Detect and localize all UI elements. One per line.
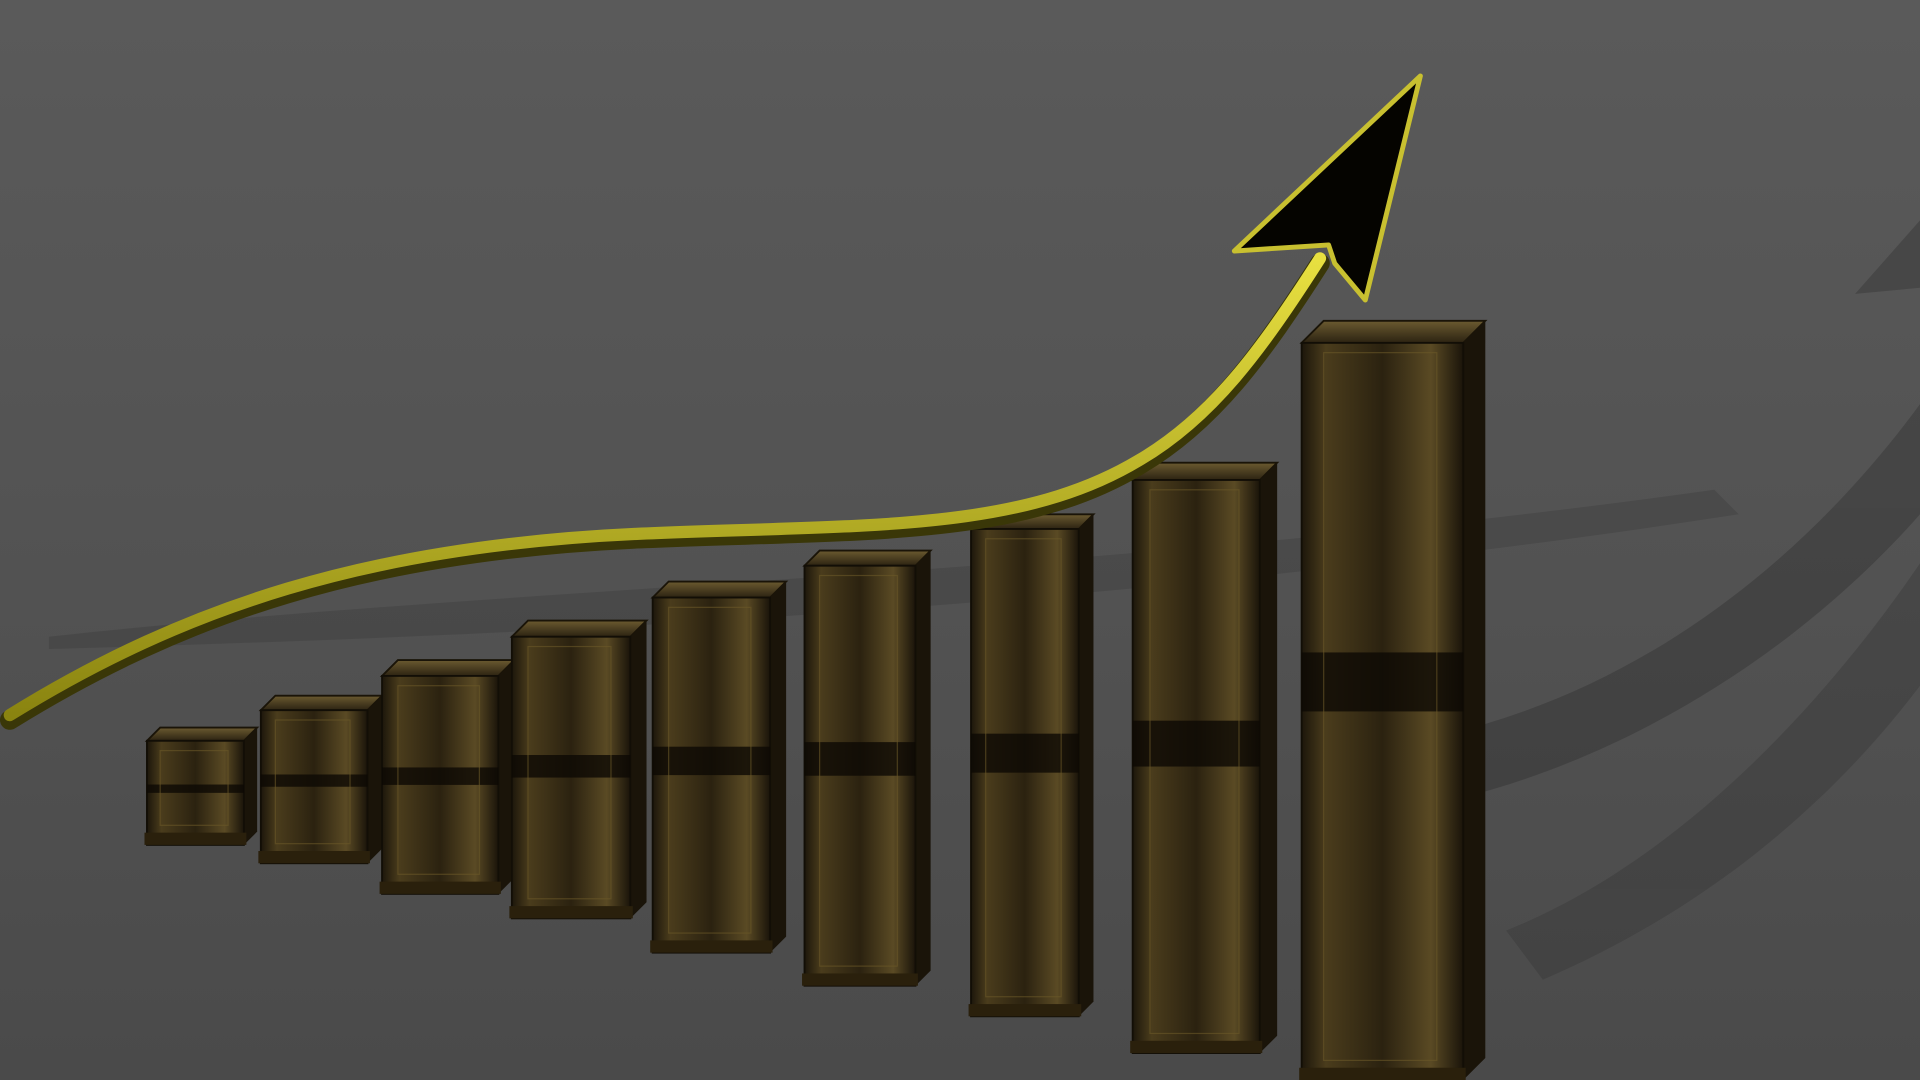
bar-inner — [985, 538, 1062, 998]
bar-base — [1299, 1067, 1466, 1080]
bar-band — [511, 755, 631, 778]
bar-side — [915, 550, 931, 986]
bar-band — [1301, 652, 1464, 712]
bar-inner — [397, 685, 480, 875]
bar-inner — [274, 719, 351, 845]
bar-base — [379, 881, 501, 894]
bar-top — [1299, 319, 1488, 344]
bar-band — [260, 774, 368, 787]
bar-inner — [1323, 352, 1438, 1062]
bar-side — [770, 581, 787, 953]
bar-base — [509, 906, 633, 919]
bar-top — [258, 694, 385, 712]
bar-base — [258, 851, 370, 864]
bar-band — [971, 733, 1079, 773]
shadows — [48, 220, 1920, 980]
bar-base — [144, 832, 247, 845]
bar-side — [630, 620, 647, 919]
bar-top — [509, 619, 649, 638]
arrow — [0, 73, 1423, 730]
bar-side — [1078, 514, 1094, 1017]
bar-front — [259, 709, 369, 865]
bar-inner — [159, 750, 229, 826]
bar-side — [1463, 320, 1486, 1080]
bar-base — [650, 940, 773, 953]
bar-inner — [1149, 489, 1240, 1035]
arrow-head — [1231, 73, 1423, 303]
bar-band — [382, 767, 499, 785]
bar-band — [652, 746, 771, 776]
bars — [144, 319, 1488, 1080]
bar-base — [802, 973, 918, 986]
bar-base — [1130, 1040, 1263, 1054]
bar-inner — [819, 574, 898, 967]
bar-side — [243, 727, 258, 845]
bar-band — [146, 784, 244, 793]
bar-side — [498, 660, 515, 894]
bar-top — [650, 580, 789, 599]
arrow-shaft — [3, 252, 1327, 722]
bar-top — [802, 549, 933, 567]
bar-top — [144, 726, 260, 742]
bar-band — [804, 742, 916, 776]
bar-side — [367, 695, 383, 864]
bar-inner — [668, 606, 752, 934]
bar-base — [968, 1004, 1082, 1017]
bar-top — [379, 659, 517, 677]
bar-band — [1132, 720, 1260, 767]
bar-side — [1259, 462, 1278, 1054]
bar-inner — [527, 645, 612, 900]
